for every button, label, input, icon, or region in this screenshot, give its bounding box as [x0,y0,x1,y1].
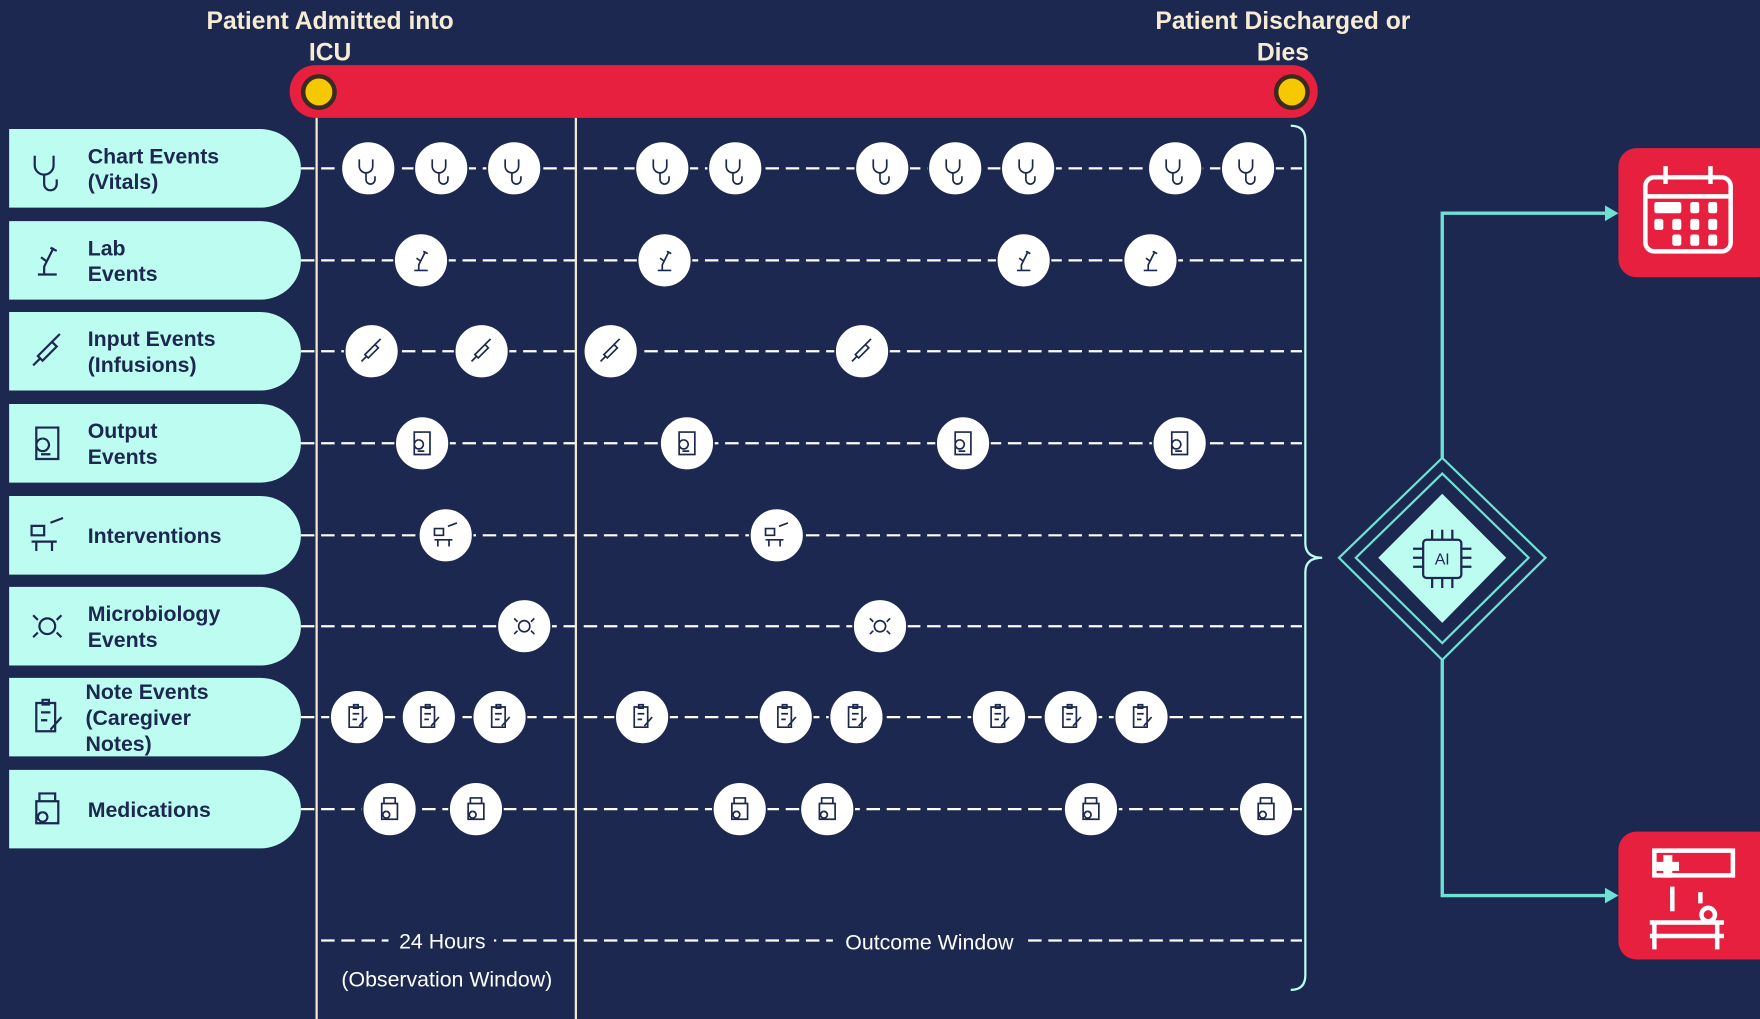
row-label: Events [88,628,158,652]
row-label: Output [88,419,158,443]
event [829,690,883,744]
row-label: Microbiology [88,602,221,626]
event [708,141,762,195]
event [497,599,551,653]
event [584,324,638,378]
event [419,508,473,562]
event [1239,782,1293,836]
event [635,141,689,195]
event [341,141,395,195]
event [928,141,982,195]
event [414,141,468,195]
event [615,690,669,744]
end-marker [1276,76,1307,107]
event [1001,141,1055,195]
event [1044,690,1098,744]
event [1148,141,1202,195]
observation-note: (Observation Window) [341,967,552,991]
event [855,141,909,195]
start-marker [303,76,334,107]
event [936,416,990,470]
end-label: Patient Discharged or [1155,8,1410,35]
observation-label: 24 Hours [399,929,485,953]
row-label: Note Events [85,680,208,704]
start-label: ICU [309,40,351,67]
row-label: (Vitals) [88,170,159,194]
row-label: Interventions [88,524,222,548]
event [1064,782,1118,836]
row-pill [9,404,301,483]
row-label: (Infusions) [88,353,197,377]
event [402,690,456,744]
outcome-label: Outcome Window [845,930,1014,954]
event [455,324,509,378]
event [1221,141,1275,195]
page: {"header": {"start_label": ["Patient Adm… [0,0,1760,1019]
row-label: Events [88,445,158,469]
timeline-bar [290,65,1318,118]
event [853,599,907,653]
row-label: (Caregiver [85,706,190,730]
event [473,690,527,744]
event [660,416,714,470]
event [750,508,804,562]
event [330,690,384,744]
row-label: Events [88,262,158,286]
event [345,324,399,378]
start-label: Patient Admitted into [207,8,454,35]
event [972,690,1026,744]
diagram: Patient Admitted into ICU Patient Discha… [0,0,1760,1019]
event [363,782,417,836]
event [835,324,889,378]
end-label: Dies [1257,40,1309,67]
row-label: Notes) [85,732,151,756]
row-label: Lab [88,236,126,260]
row-label: Medications [88,798,211,822]
model-label: AI [1435,551,1450,568]
outcome-box [1618,148,1760,277]
event [1153,416,1207,470]
event [487,141,541,195]
event [800,782,854,836]
event [395,416,449,470]
row-pill [9,587,301,666]
event [449,782,503,836]
row-label: Chart Events [88,144,219,168]
event [713,782,767,836]
event [1115,690,1169,744]
event [759,690,813,744]
row-label: Input Events [88,327,216,351]
row-pill [9,221,301,300]
